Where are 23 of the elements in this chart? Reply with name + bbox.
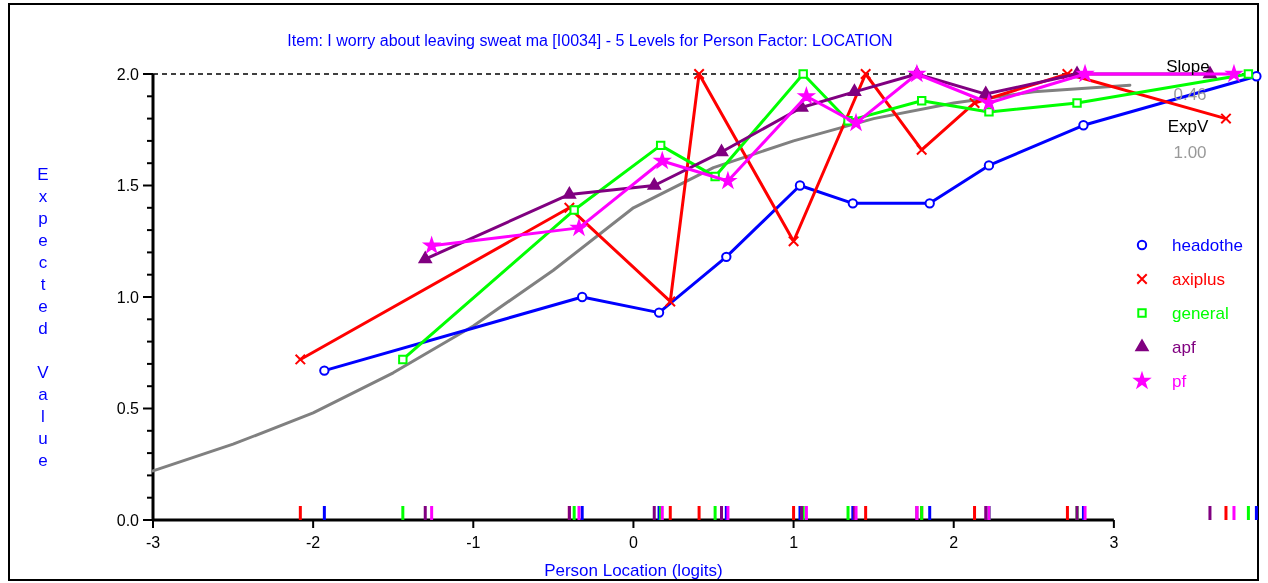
annotation: 1.00 bbox=[1173, 143, 1207, 162]
x-axis-title: Person Location (logits) bbox=[544, 561, 723, 580]
x-tick-label: -3 bbox=[145, 534, 161, 551]
legend-label: apf bbox=[1172, 337, 1196, 357]
text: Expected Value bbox=[37, 165, 49, 470]
y-tick-label: 0.0 bbox=[116, 511, 140, 529]
legend-label: pf bbox=[1172, 371, 1187, 391]
x-tick-label: -1 bbox=[466, 534, 481, 551]
x-tick-label: -2 bbox=[306, 534, 321, 551]
legend-label: axiplus bbox=[1172, 269, 1225, 289]
y-tick-label: 1.5 bbox=[116, 177, 140, 195]
legend-label: general bbox=[1172, 303, 1229, 323]
annotation: Slope bbox=[1166, 57, 1210, 76]
y-tick-label: 1.0 bbox=[116, 288, 140, 306]
y-tick-label: 0.5 bbox=[116, 400, 140, 418]
y-tick-label: 2.0 bbox=[116, 65, 140, 83]
chart-title: Item: I worry about leaving sweat ma [I0034] - 5 Levels for Person Factor: LOCATION bbox=[287, 32, 893, 49]
x-tick-label: 2 bbox=[949, 534, 959, 551]
x-tick-label: 0 bbox=[628, 534, 638, 551]
x-tick-label: 1 bbox=[789, 534, 799, 551]
legend-label: headothe bbox=[1172, 235, 1243, 255]
x-tick-label: 3 bbox=[1109, 534, 1119, 551]
annotation: ExpV bbox=[1167, 117, 1209, 136]
